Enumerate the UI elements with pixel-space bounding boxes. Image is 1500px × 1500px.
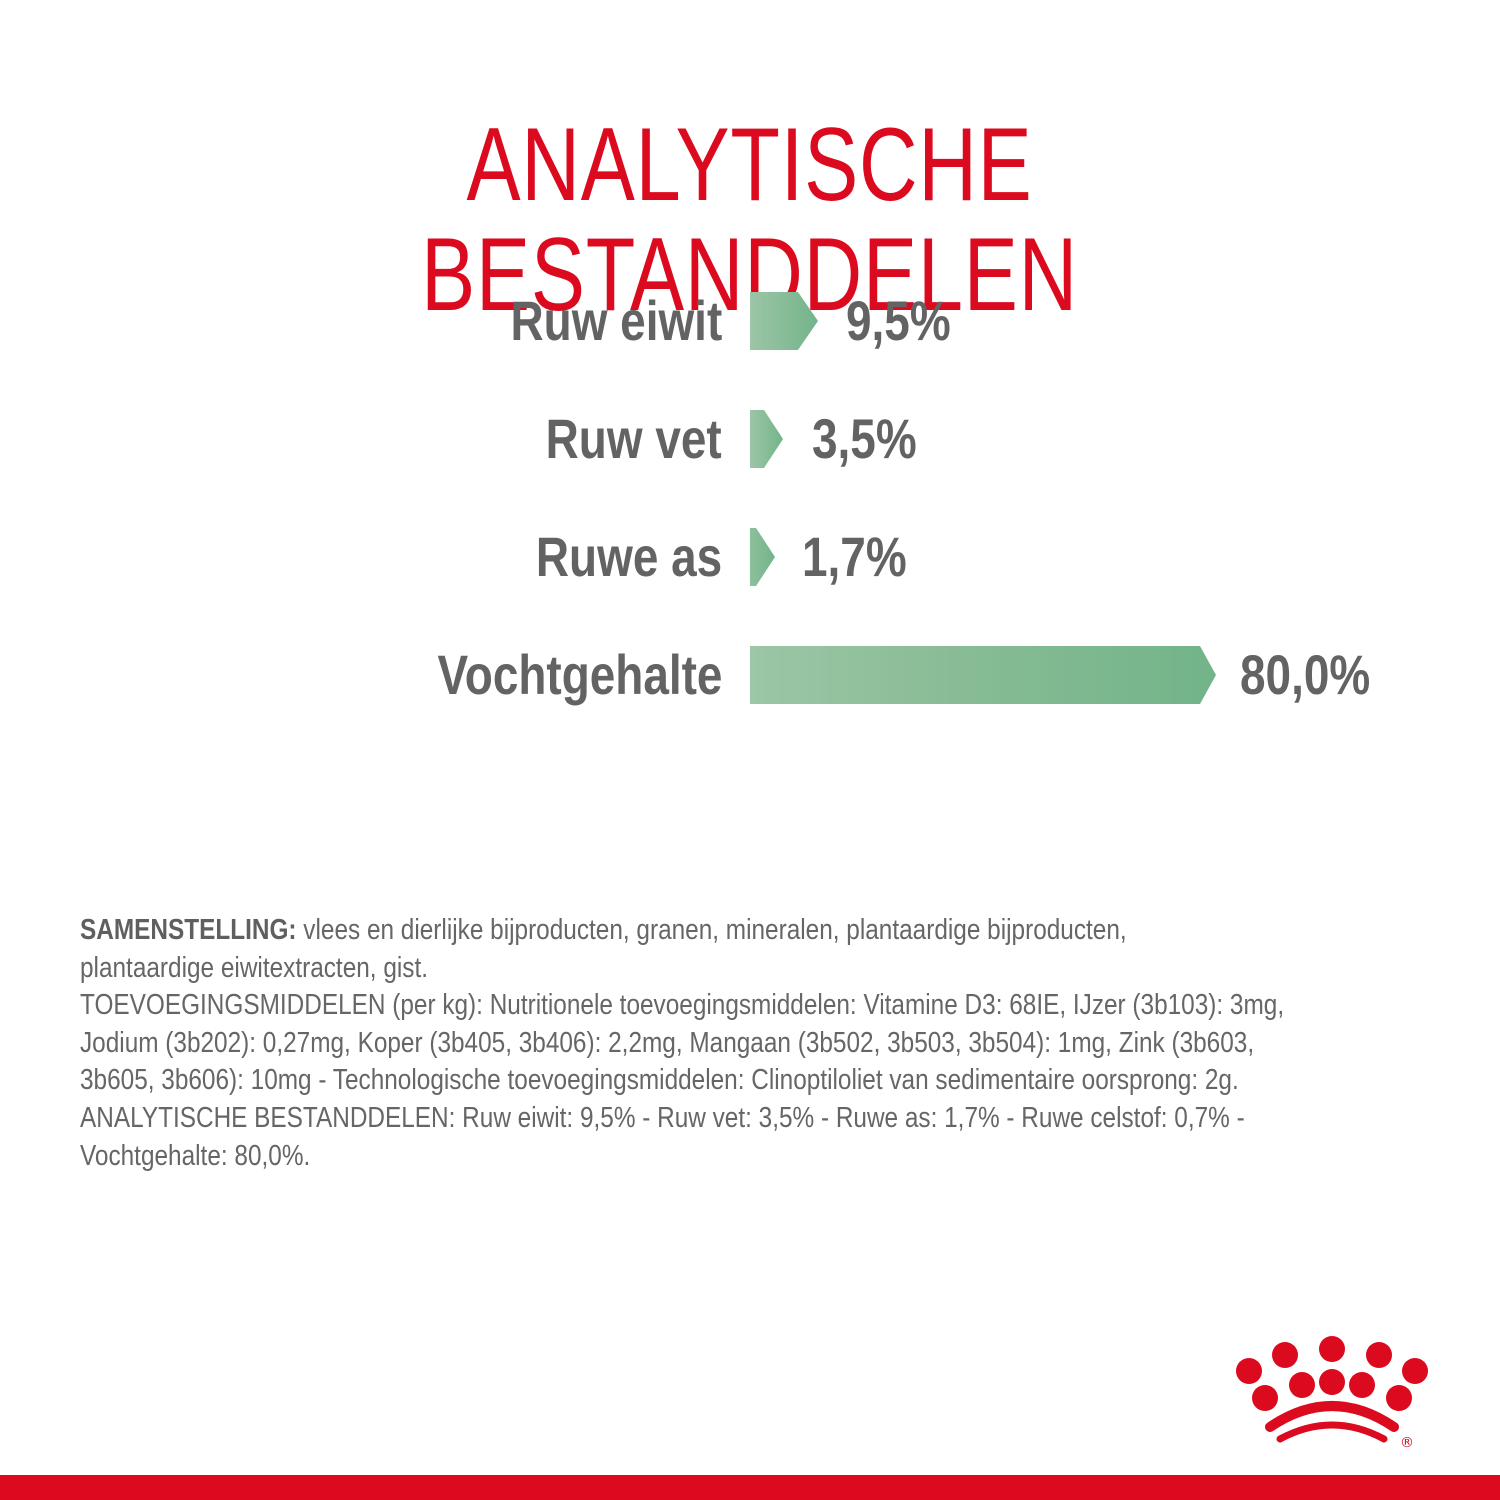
additives-line: 3b605, 3b606): 10mg - Technologische toe… (80, 1064, 1239, 1097)
chart-row-ruwe-as: Ruwe as 1,7% (0, 525, 1500, 588)
nutrient-bar-chart: Ruw eiwit 9,5% Ruw vet 3,5% Ruwe as 1,7% (0, 289, 1500, 706)
page-title: ANALYTISCHE BESTANDDELEN (421, 106, 1079, 333)
row-value: 1,7% (802, 525, 907, 588)
additives-line: TOEVOEGINGSMIDDELEN (per kg): Nutritione… (80, 989, 1285, 1022)
chart-row-ruw-eiwit: Ruw eiwit 9,5% (0, 289, 1500, 352)
chart-row-ruw-vet: Ruw vet 3,5% (0, 407, 1500, 470)
analytical-line: ANALYTISCHE BESTANDDELEN: Ruw eiwit: 9,5… (80, 1101, 1245, 1134)
chart-row-vochtgehalte: Vochtgehalte 80,0% (0, 643, 1500, 706)
royal-canin-crown-icon: ® (1236, 1336, 1428, 1451)
row-value: 3,5% (812, 407, 917, 470)
row-label: Ruw vet (545, 407, 722, 470)
row-label: Vochtgehalte (437, 643, 722, 706)
arrow-bar-icon (750, 646, 1216, 704)
arrow-bar-icon (750, 410, 783, 468)
additives-line: Jodium (3b202): 0,27mg, Koper (3b405, 3b… (80, 1026, 1255, 1059)
trademark-symbol: ® (1400, 1435, 1414, 1450)
composition-line: plantaardige eiwitextracten, gist. (80, 951, 429, 984)
composition-line: SAMENSTELLING: vlees en dierlijke bijpro… (80, 914, 1127, 946)
analytical-line: Vochtgehalte: 80,0%. (80, 1139, 311, 1172)
bar (750, 292, 818, 350)
composition-text: SAMENSTELLING: vlees en dierlijke bijpro… (80, 912, 1460, 1175)
row-label: Ruwe as (535, 525, 722, 588)
arrow-bar-icon (750, 292, 818, 350)
bar (750, 528, 775, 586)
row-value: 9,5% (846, 289, 951, 352)
row-value: 80,0% (1240, 643, 1371, 706)
bar (750, 646, 1216, 704)
bottom-brand-stripe (0, 1475, 1500, 1500)
arrow-bar-icon (750, 528, 775, 586)
royal-canin-logo: ® (1230, 1325, 1430, 1451)
row-label: Ruw eiwit (510, 289, 722, 352)
composition-heading: SAMENSTELLING: (80, 914, 297, 946)
bar (750, 410, 783, 468)
